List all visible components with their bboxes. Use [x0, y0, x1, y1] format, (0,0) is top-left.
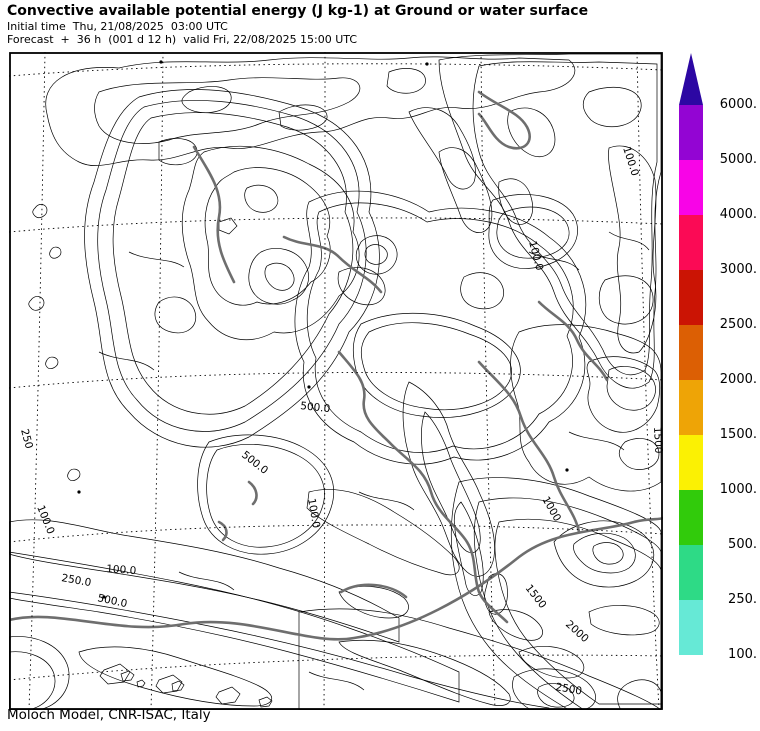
atlantic-specks — [28, 204, 81, 481]
colorbar-label: 4000. — [719, 207, 757, 222]
channel-streaks — [408, 107, 533, 233]
colorbar-arrow — [679, 53, 703, 105]
colorbar-segment-250-500 — [679, 545, 703, 600]
colorbar — [679, 53, 703, 655]
map-border — [9, 52, 663, 710]
atlas-spots — [78, 646, 273, 708]
colorbar-label: 1000. — [719, 482, 757, 497]
colorbar-segment-2500-3000 — [679, 270, 703, 325]
colorbar-segment-500-1000 — [679, 490, 703, 545]
colorbar-label: 250. — [728, 592, 757, 607]
colorbar-segment-100-250 — [679, 600, 703, 655]
contour-label: 100.0 — [106, 563, 137, 577]
colorbar-segment-3000-4000 — [679, 215, 703, 270]
contour-label: 2500 — [554, 681, 582, 697]
region-right-yellow — [510, 324, 662, 492]
chart-title: Convective available potential energy (J… — [7, 3, 589, 19]
colorbar-segment-5000-6000 — [679, 105, 703, 160]
coastlines — [9, 90, 663, 641]
sea-tyrrhenian — [197, 434, 335, 555]
colorbar-segment-2000-2500 — [679, 325, 703, 380]
contour-label: 1500 — [651, 427, 663, 454]
colorbar-segment-4000-5000 — [679, 160, 703, 215]
yellow-cluster-alps — [181, 145, 360, 340]
colorbar-label: 6000. — [719, 97, 757, 112]
initial-time-line: Initial time Thu, 21/08/2025 03:00 UTC — [7, 20, 228, 33]
region-top-strip — [45, 56, 576, 166]
contour-label: 100.0 — [305, 497, 322, 529]
contour-squiggles — [98, 231, 650, 691]
colorbar-label: 2000. — [719, 372, 757, 387]
colorbar-label: 2500. — [719, 317, 757, 332]
colorbar-segment-1500-2000 — [679, 380, 703, 435]
contour-label: 500.0 — [300, 400, 331, 415]
model-credit: Moloch Model, CNR-ISAC, Italy — [7, 707, 211, 723]
colorbar-label: 500. — [728, 537, 757, 552]
contour-labels: 100.0 500.0 500.0 100.0 250.0 500.0 100.… — [18, 145, 663, 697]
cape-map: 100.0 500.0 500.0 100.0 250.0 500.0 100.… — [9, 52, 663, 710]
colorbar-label: 3000. — [719, 262, 757, 277]
forecast-valid-line: Forecast + 36 h (001 d 12 h) valid Fri, … — [7, 33, 358, 46]
colorbar-label: 100. — [728, 647, 757, 662]
graticule — [9, 52, 663, 710]
colorbar-segment-1000-1500 — [679, 435, 703, 490]
colorbar-label: 5000. — [719, 152, 757, 167]
region-center — [294, 190, 587, 465]
contour-label: 250.0 — [60, 572, 92, 589]
map-dots — [77, 60, 569, 599]
colorbar-label: 1500. — [719, 427, 757, 442]
map-background — [9, 52, 663, 710]
contour-label: 250 — [18, 428, 35, 450]
